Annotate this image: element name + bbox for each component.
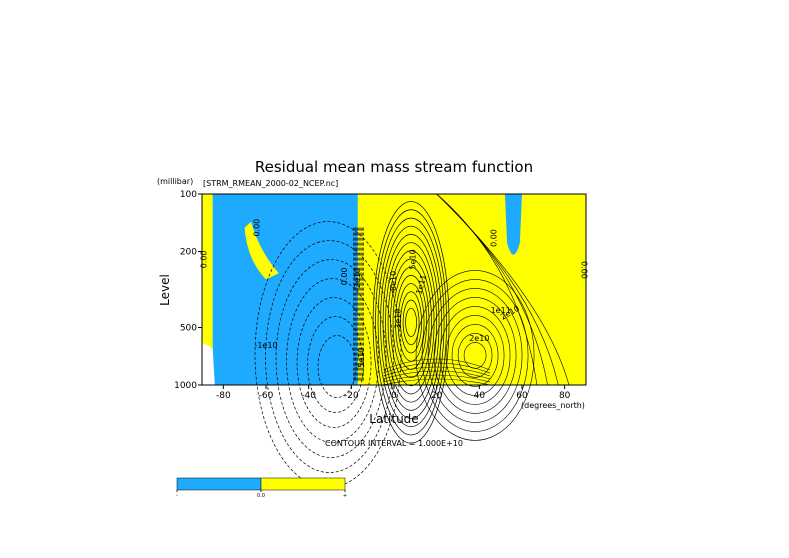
contour-line xyxy=(383,358,491,371)
contour-line xyxy=(317,335,357,398)
contour-line xyxy=(296,297,372,428)
colorbar-label: - xyxy=(176,493,178,499)
y-units-label: (millibar) xyxy=(157,177,193,186)
contour-label: 3e10 xyxy=(393,309,402,329)
negative-tongue xyxy=(504,194,522,255)
contour-line xyxy=(383,362,491,374)
colorbar-bin xyxy=(260,477,346,491)
contour-line xyxy=(383,366,491,377)
contour-line xyxy=(375,209,447,436)
colorbar: - 0.0 + xyxy=(176,477,347,499)
contour-line xyxy=(392,266,430,378)
plot-area: 0.000.000.00-1e10-2e10 -8e105e101e111e112… xyxy=(199,193,589,488)
contour-label: -2e10 xyxy=(353,268,362,291)
x-tick-label: 0 xyxy=(391,391,397,401)
contour-line xyxy=(402,299,420,346)
x-axis-label: Latitude xyxy=(369,412,418,426)
contour-label: 2e10 xyxy=(469,334,489,343)
contour-label: 5e10 xyxy=(357,348,366,368)
x-tick-label: 60 xyxy=(516,391,528,401)
contour-line xyxy=(405,307,417,337)
y-axis-label: Level xyxy=(158,274,172,306)
y-tick-label: 500 xyxy=(180,324,197,334)
contour-label: 1e11 xyxy=(491,306,511,315)
contour-line xyxy=(421,279,529,432)
x-axis: -80 -60 -40 -20 0 20 40 60 80 xyxy=(216,385,571,401)
colorbar-bin xyxy=(176,477,262,491)
contour-label: -1e10 xyxy=(254,341,277,350)
x-tick-label: 80 xyxy=(559,391,571,401)
x-tick-label: -80 xyxy=(216,391,231,401)
x-tick-label: -60 xyxy=(259,391,274,401)
contour-label: 0.00 xyxy=(253,219,262,237)
contour-label: 5e10 xyxy=(408,249,417,269)
missing-data-region xyxy=(202,342,215,385)
contour-line xyxy=(385,242,437,403)
x-tick-label: -40 xyxy=(301,391,316,401)
contour-interval-note: CONTOUR INTERVAL = 1.000E+10 xyxy=(325,439,463,448)
y-tick-label: 100 xyxy=(180,190,197,200)
contour-line xyxy=(439,306,511,405)
negative-region xyxy=(212,194,358,385)
contour-line xyxy=(415,270,535,441)
contour-line xyxy=(382,234,440,411)
colorbar-label: 0.0 xyxy=(257,493,265,499)
contour-label: 0.00 xyxy=(580,261,589,279)
contour-label: 0.00 xyxy=(199,250,208,268)
colorbar-label: + xyxy=(343,493,347,499)
contour-label: 0.00 xyxy=(489,229,498,247)
y-tick-label: 1000 xyxy=(174,381,197,391)
y-axis: 100 200 500 1000 xyxy=(174,190,202,391)
contour-line xyxy=(383,374,491,383)
contour-line xyxy=(383,370,491,380)
chart-title: Residual mean mass stream function xyxy=(255,158,533,176)
contour-line xyxy=(275,259,387,458)
contour-line xyxy=(286,278,379,443)
contour-line xyxy=(436,193,538,386)
x-tick-label: 40 xyxy=(474,391,486,401)
contour-line xyxy=(457,333,493,378)
contour-line xyxy=(400,291,422,354)
contour-line xyxy=(451,324,499,387)
contour-line xyxy=(427,288,523,423)
contour-line xyxy=(445,315,505,396)
contour-line xyxy=(383,378,491,386)
contour-label: -8e10 xyxy=(389,271,398,294)
positive-pocket xyxy=(202,251,211,277)
contour-line xyxy=(397,283,425,362)
y-tick-label: 200 xyxy=(180,247,197,257)
contour-line xyxy=(390,258,432,387)
contour-line xyxy=(436,193,570,386)
contour-label: 0.00 xyxy=(340,267,349,285)
chart-subtitle: [STRM_RMEAN_2000-02_NCEP.nc] xyxy=(203,179,338,188)
x-tick-label: -20 xyxy=(344,391,359,401)
contour-line xyxy=(377,217,445,428)
contour-line xyxy=(433,297,517,414)
x-tick-label: 20 xyxy=(431,391,443,401)
x-units-label: (degrees_north) xyxy=(521,401,585,410)
positive-pocket xyxy=(244,221,279,280)
